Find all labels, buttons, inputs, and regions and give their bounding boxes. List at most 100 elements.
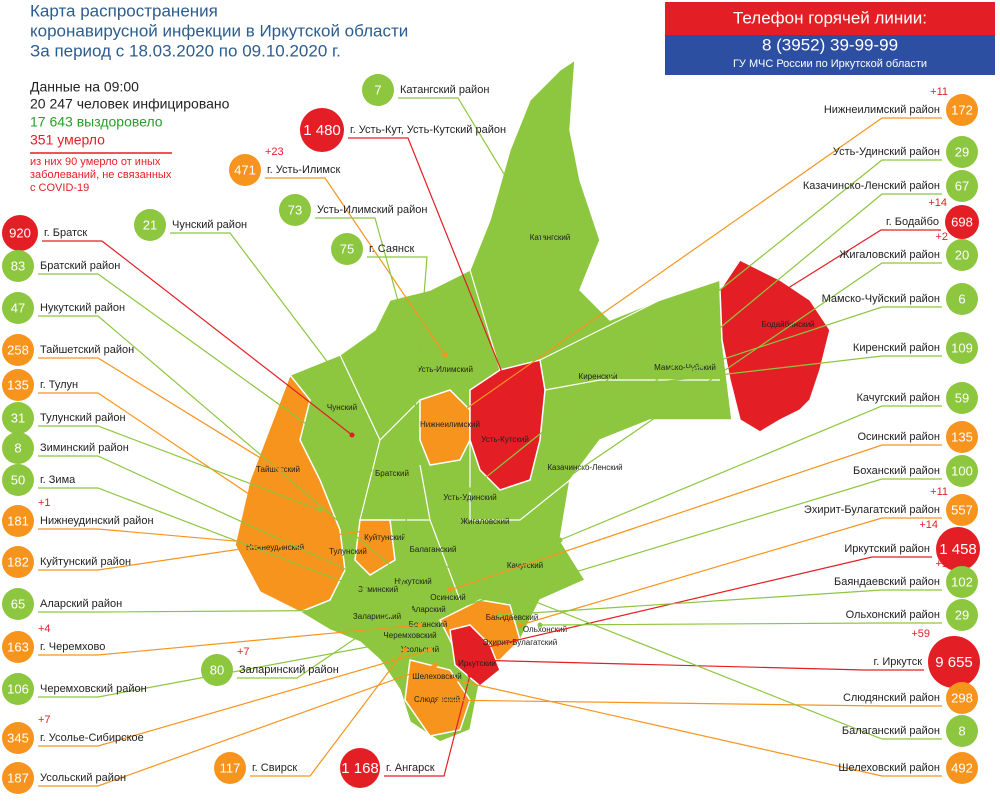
count-circle [946,382,978,414]
region-name: Нижнеилимский район [824,104,940,116]
leader-line [559,193,942,461]
map-label: Бодайбинский [761,320,814,329]
leader-line [474,556,932,651]
count-dot [349,432,355,438]
count-dot [402,575,408,581]
count: 67 [955,178,969,193]
count-dot [432,662,438,668]
count-dot [387,612,393,618]
leader-line [439,699,942,707]
count-circle [2,432,34,464]
map-label: Баяндаевский [486,613,539,622]
region-callout: 1 480 г. Усть-Кут, Усть-Кутский район [300,108,508,383]
count-dot [407,607,413,613]
count-circle [2,215,38,251]
map-label: Осинский [430,593,466,602]
count: 698 [951,214,973,229]
region-name: Братский район [40,260,120,272]
count-circle [214,752,246,784]
region-callout: 20 Жигаловский район +2 [517,231,978,513]
region-name: Черемховский район [40,683,147,695]
region-name: Катангский район [400,84,489,96]
leader-line [315,217,421,381]
leader-line [784,229,941,291]
leader-line [38,649,431,747]
count-circle [340,748,380,788]
count-circle [201,654,233,686]
count-dot [362,587,368,593]
map-label: Слюдянский [414,695,460,704]
map-label: Куйтунский [364,533,406,542]
region-callout: 7 Катангский район [362,74,553,253]
map-label: Мамско-Чуйский [654,363,716,372]
count-circle [2,673,34,705]
region-name: г. Зима [40,474,76,486]
map-label: Шелеховский [412,672,461,681]
count-circle [946,715,978,747]
count-circle [229,154,261,186]
region-callout: 21 Чунский район [134,209,363,408]
delta: +23 [265,146,284,158]
delta: +1 [935,674,948,686]
leader-line [38,624,421,656]
region-name: г. Братск [44,227,87,239]
region-callout: 1 168 г. Ангарск [340,672,473,788]
leader-line [38,273,371,471]
count-circle [946,455,978,487]
hotline-org: ГУ МЧС России по Иркутской области [733,58,927,70]
region-callout: 109 Киренский район [587,332,978,393]
map-label: Аларский [410,605,445,614]
region-name: Эхирит-Булагатский район [804,504,940,516]
count-dot [447,607,453,613]
count-dot [427,557,433,563]
region-callout: 29 Усть-Удинский район [467,136,978,493]
count-dot [367,467,373,473]
region-callout: 258 Тайшетский район [2,334,283,473]
leader-line [398,97,551,251]
map-label: Киренский [579,372,618,381]
count-dot [782,287,788,293]
count-circle [2,402,34,434]
count: 1 168 [341,760,379,777]
leader-line [265,177,446,356]
title: Карта распространения [30,1,218,20]
count: 47 [11,300,25,315]
count: 557 [951,502,973,517]
leader-line [38,529,371,571]
count-circle [279,194,311,226]
region-name: Куйтунский район [40,556,131,568]
count: 7 [374,82,381,97]
count-circle [946,599,978,631]
region-callout: 492 Шелеховский район [452,677,978,784]
count-dot [417,377,423,383]
count-circle [362,74,394,106]
region-callout: 345 г. Усолье-Сибирское +7 [2,647,433,754]
count: 50 [11,472,25,487]
count-dot [417,622,423,628]
count: 73 [288,202,302,217]
delta: +2 [935,231,948,243]
leader-line [589,355,942,391]
count-circle [946,136,978,168]
leader-line [559,405,942,541]
region-callout: 187 Усольский район [2,662,438,794]
region-callout: 181 Нижнеудинский район +1 [2,497,283,548]
count: 181 [7,513,29,528]
count-circle [946,682,978,714]
leader-line [384,674,471,777]
leader-line [429,559,942,740]
count: 492 [951,760,973,775]
leader-line [38,392,326,546]
count-dot [447,587,453,593]
count-circle [946,421,978,453]
map-label: Балаганский [410,545,457,554]
count-circle [945,205,979,239]
region-name: г. Саянск [369,243,414,255]
region-name: Иркутский район [844,543,930,555]
map-labels: КатангскийУсть-ИлимскийНижнеилимскийУсть… [246,233,815,704]
count-dot [557,537,563,543]
region-name: Усть-Илимский район [317,204,427,216]
region-name: Киренский район [853,342,940,354]
count-circle [946,283,978,315]
count-circle [946,170,978,202]
